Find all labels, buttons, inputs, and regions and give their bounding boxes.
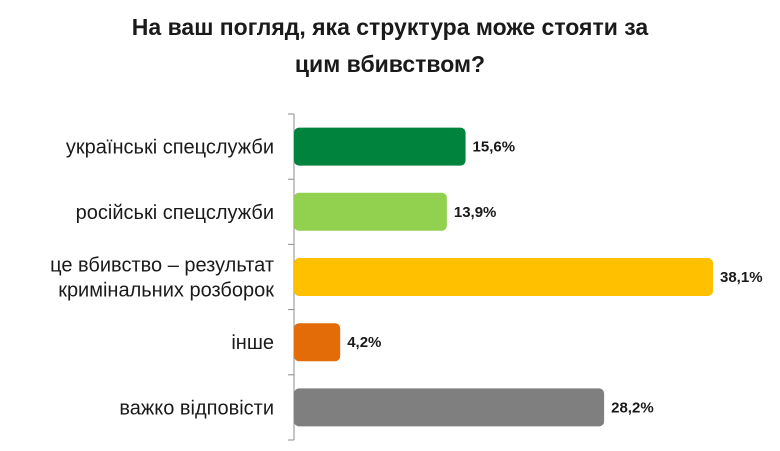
category-label: російські спецслужби (76, 202, 274, 224)
category-labels: українські спецслужби російські спецслужб… (50, 137, 274, 420)
bar (294, 192, 447, 231)
bar (294, 388, 605, 427)
category-label: інше (231, 332, 274, 354)
value-label: 28,2% (611, 399, 654, 416)
bar (294, 127, 466, 166)
category-label: українські спецслужби (66, 137, 274, 159)
category-label: це вбивство – результат (50, 255, 274, 277)
chart-title-line-2: цим вбивством? (295, 51, 485, 77)
bar (294, 258, 713, 296)
value-label: 4,2% (347, 334, 381, 351)
category-label: важко відповісти (119, 397, 274, 419)
category-label: кримінальних розборок (58, 280, 274, 302)
chart-title-line-1: На ваш погляд, яка структура може стояти… (132, 14, 649, 40)
value-label: 15,6% (473, 139, 516, 156)
value-labels: 15,6% 13,9% 38,1% 4,2% 28,2% (347, 139, 762, 417)
value-label: 13,9% (454, 204, 497, 221)
category-axis (288, 113, 295, 441)
bars (294, 127, 713, 427)
bar (294, 323, 341, 362)
value-label: 38,1% (720, 269, 763, 286)
